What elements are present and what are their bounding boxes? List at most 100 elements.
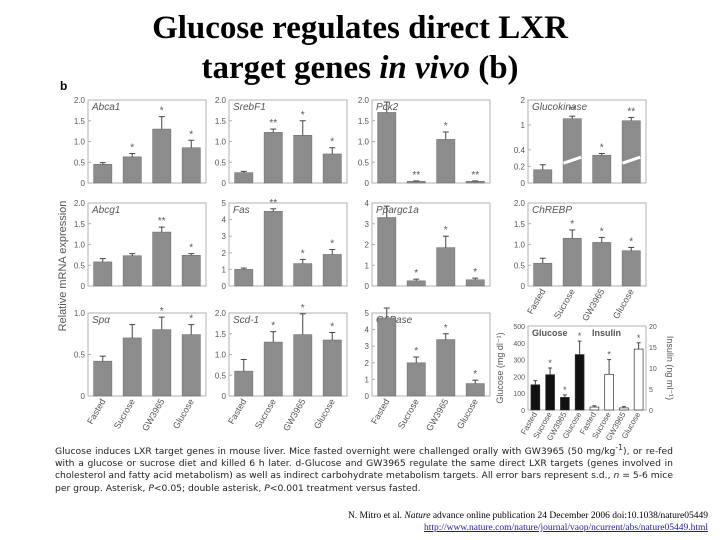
panel-title-abcg1: Abcg1: [91, 205, 120, 216]
tick-label-glucokinase: 1: [521, 121, 526, 130]
tick-label-g6pase: 2: [365, 359, 370, 368]
significance-srebf1: *: [301, 110, 305, 121]
x-tick-label: Glucose: [611, 287, 636, 321]
bar-abcg1: [181, 255, 201, 287]
glucose-bar: [574, 354, 585, 411]
panel-title-fas: Fas: [233, 205, 250, 216]
title-line-2: target genes in vivo (b): [0, 48, 720, 88]
tick-label-abca1: 1.5: [74, 117, 86, 126]
bar-g6pase: [406, 362, 426, 397]
insulin-bar: [619, 407, 629, 411]
significance-scd-1: *: [271, 321, 275, 332]
bar-chrebp: [562, 238, 582, 287]
panel-title-chrebp: ChREBP: [532, 205, 572, 216]
slide-title: Glucose regulates direct LXR target gene…: [0, 8, 720, 88]
bar-ppargc1a: [406, 280, 426, 287]
tick-label-g6pase: 4: [365, 326, 370, 335]
tick-label-ppargc1a: 0: [365, 282, 370, 291]
x-tick-label: GW3965: [580, 287, 606, 323]
citation-journal: Nature: [404, 511, 431, 521]
citation-pre: N. Mitro et al.: [347, 511, 405, 521]
tick-label-srebf1: 0.5: [215, 158, 227, 167]
panel-title-sp-: Spα: [92, 315, 110, 326]
bar-sp-: [122, 337, 142, 397]
insulin-tick-label: 5: [649, 387, 653, 394]
bar-glucokinase: [592, 154, 612, 184]
significance-g6pase: *: [444, 323, 448, 334]
article-link[interactable]: http://www.nature.com/nature/journal/vao…: [423, 523, 708, 533]
significance-sp-: *: [189, 314, 193, 325]
x-tick-label: Sucrose: [396, 397, 421, 431]
panel-frame-g6pase: [371, 312, 491, 397]
insulin-tick-label: 15: [649, 345, 657, 352]
bar-scd-1: [234, 370, 254, 397]
insulin-bar: [604, 373, 614, 411]
bar-g6pase: [465, 383, 485, 397]
tick-label-ppargc1a: 3: [365, 220, 370, 229]
tick-label-srebf1: 2.0: [215, 96, 227, 105]
bar-srebf1: [234, 172, 254, 184]
glucose-tick-label: 400: [513, 341, 525, 348]
tick-label-pck2: 1.0: [358, 138, 370, 147]
bar-abca1: [181, 147, 201, 184]
panel-title-ppargc1a: Ppargc1a: [376, 205, 419, 216]
caption-p1: P: [148, 482, 154, 494]
tick-label-scd-1: 2.0: [215, 309, 227, 318]
glucose-tick-label: 0: [521, 408, 525, 415]
tick-label-abcg1: 0.5: [74, 261, 86, 270]
panel-frame-glucokinase: [527, 99, 647, 184]
tick-label-abca1: 1.0: [74, 138, 86, 147]
bar-sp-: [181, 334, 201, 397]
significance-srebf1: **: [269, 118, 277, 129]
tick-label-sp-: 1.0: [74, 309, 86, 318]
bar-pck2: [465, 181, 485, 184]
x-tick-label: Glucose: [312, 397, 337, 431]
significance-abca1: *: [130, 143, 134, 154]
tick-label-fas: 2: [222, 249, 227, 258]
significance-chrebp: *: [629, 236, 633, 247]
title-line-2-post: (b): [469, 50, 519, 86]
insulin-bar: [589, 406, 600, 411]
glucose-significance: *: [548, 358, 552, 368]
tick-label-srebf1: 1.5: [215, 117, 227, 126]
tick-label-srebf1: 1.0: [215, 138, 227, 147]
panel-title-glucokinase: Glucokinase: [532, 102, 587, 113]
tick-label-ppargc1a: 4: [365, 199, 370, 208]
x-tick-label: GW3965: [281, 397, 307, 433]
significance-glucokinase: *: [600, 143, 604, 154]
caption-part-1: Glucose induces LXR target genes in mous…: [55, 446, 616, 458]
significance-pck2: **: [412, 170, 420, 181]
tick-label-scd-1: 0: [222, 392, 227, 401]
bar-fas: [293, 263, 313, 287]
tick-label-abcg1: 2.0: [74, 199, 86, 208]
glucose-tick-label: 100: [513, 391, 525, 398]
significance-abcg1: *: [189, 243, 193, 254]
significance-srebf1: *: [330, 137, 334, 148]
axis-break-glucokinase: [621, 155, 641, 165]
bar-glucokinase: [621, 120, 641, 184]
axis-break-glucokinase: [562, 155, 582, 165]
tick-label-abcg1: 1.0: [74, 241, 86, 250]
glucose-tick-label: 300: [513, 358, 525, 365]
tick-label-glucokinase: 2: [521, 96, 526, 105]
bar-abcg1: [93, 261, 113, 287]
bar-ppargc1a: [465, 279, 485, 287]
bar-pck2: [406, 181, 426, 184]
significance-sp-: *: [160, 306, 164, 317]
title-line-2-pre: target genes: [201, 50, 380, 86]
x-tick-label: Fasted: [525, 287, 547, 316]
panel-title-abca1: Abca1: [91, 102, 120, 113]
glucose-significance: *: [578, 331, 582, 341]
significance-ppargc1a: *: [414, 268, 418, 279]
insulin-tick-label: 0: [649, 408, 653, 415]
bar-fas: [263, 211, 283, 287]
tick-label-pck2: 0.5: [358, 158, 370, 167]
x-tick-label: Glucose: [455, 397, 480, 431]
glucose-axis-label: Glucose (mg dl⁻¹): [495, 332, 505, 403]
citation-post: advance online publication 24 December 2…: [430, 511, 708, 521]
bar-abca1: [122, 156, 142, 184]
significance-ppargc1a: *: [444, 225, 448, 236]
insulin-bar: [633, 348, 644, 411]
x-tick-label: Fasted: [369, 397, 391, 426]
insulin-tick-label: 20: [649, 324, 657, 331]
